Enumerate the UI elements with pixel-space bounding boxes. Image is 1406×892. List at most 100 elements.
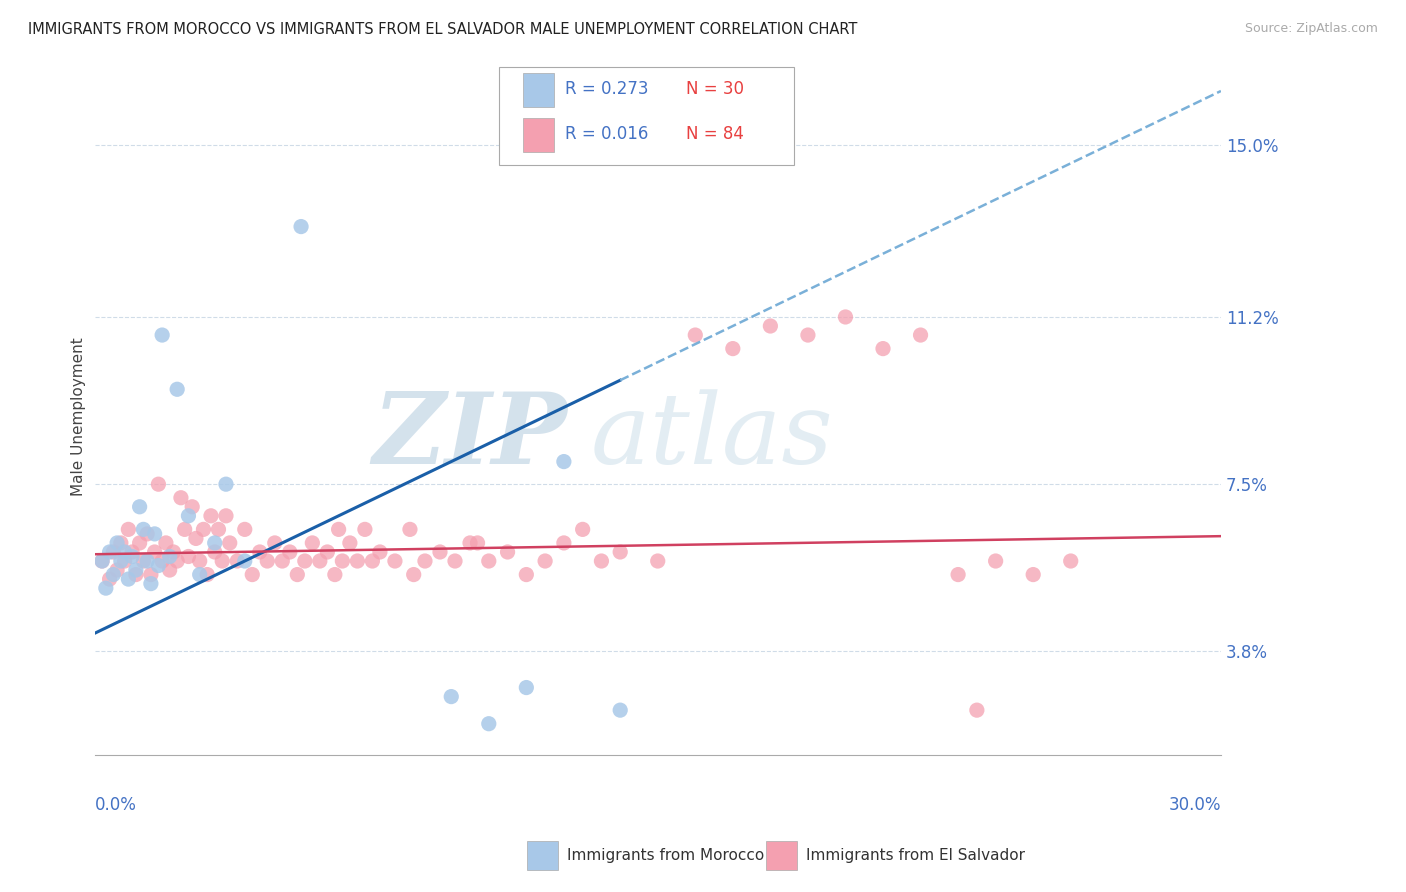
Point bbox=[128, 500, 150, 514]
Point bbox=[278, 545, 301, 559]
Point bbox=[148, 558, 170, 573]
Point bbox=[128, 536, 150, 550]
Point bbox=[148, 477, 170, 491]
Point bbox=[339, 536, 361, 550]
Point bbox=[323, 567, 346, 582]
Point bbox=[132, 554, 155, 568]
Point bbox=[103, 545, 125, 559]
Point bbox=[271, 554, 294, 568]
Point bbox=[346, 554, 368, 568]
Point bbox=[150, 554, 173, 568]
Point bbox=[188, 554, 211, 568]
Point bbox=[218, 536, 240, 550]
Point bbox=[534, 554, 557, 568]
Point bbox=[184, 532, 207, 546]
Point bbox=[105, 563, 128, 577]
Point bbox=[515, 567, 537, 582]
Point bbox=[240, 567, 263, 582]
Point bbox=[328, 522, 350, 536]
Point bbox=[478, 554, 501, 568]
Point bbox=[444, 554, 467, 568]
Point bbox=[316, 545, 339, 559]
Point bbox=[139, 567, 162, 582]
Text: Immigrants from El Salvador: Immigrants from El Salvador bbox=[806, 848, 1025, 863]
Point bbox=[368, 545, 391, 559]
Point bbox=[256, 554, 278, 568]
Point bbox=[110, 536, 132, 550]
Point bbox=[173, 522, 195, 536]
Point bbox=[215, 477, 238, 491]
Point bbox=[467, 536, 489, 550]
Point bbox=[685, 328, 707, 343]
Point bbox=[609, 545, 631, 559]
Text: 30.0%: 30.0% bbox=[1168, 796, 1220, 814]
Point bbox=[136, 527, 159, 541]
Point bbox=[114, 554, 136, 568]
Point bbox=[354, 522, 377, 536]
Point bbox=[834, 310, 856, 324]
Point bbox=[204, 545, 226, 559]
Point bbox=[125, 563, 148, 577]
Point bbox=[399, 522, 422, 536]
Point bbox=[1022, 567, 1045, 582]
Point bbox=[591, 554, 613, 568]
Point bbox=[249, 545, 271, 559]
Point bbox=[207, 522, 229, 536]
Point bbox=[301, 536, 323, 550]
Point bbox=[553, 536, 575, 550]
Point bbox=[139, 576, 162, 591]
Text: N = 84: N = 84 bbox=[686, 125, 744, 143]
Point bbox=[170, 491, 193, 505]
Point bbox=[285, 567, 308, 582]
Point bbox=[125, 567, 148, 582]
Point bbox=[121, 549, 143, 564]
Point bbox=[290, 219, 312, 234]
Point bbox=[966, 703, 988, 717]
Point bbox=[647, 554, 669, 568]
Y-axis label: Male Unemployment: Male Unemployment bbox=[72, 337, 86, 496]
Point bbox=[204, 536, 226, 550]
Point bbox=[308, 554, 330, 568]
Text: atlas: atlas bbox=[591, 389, 832, 484]
Point bbox=[233, 522, 256, 536]
Point bbox=[143, 545, 166, 559]
Point bbox=[110, 554, 132, 568]
Point bbox=[98, 572, 121, 586]
Point bbox=[177, 508, 200, 523]
Point bbox=[150, 328, 173, 343]
Point bbox=[181, 500, 204, 514]
Point bbox=[166, 382, 188, 396]
Text: N = 30: N = 30 bbox=[686, 80, 744, 98]
Point bbox=[117, 572, 139, 586]
Point bbox=[984, 554, 1007, 568]
Point bbox=[759, 318, 782, 333]
Point bbox=[177, 549, 200, 564]
Text: 0.0%: 0.0% bbox=[94, 796, 136, 814]
Point bbox=[361, 554, 384, 568]
Point bbox=[413, 554, 436, 568]
Point bbox=[159, 563, 181, 577]
Point bbox=[384, 554, 406, 568]
Point bbox=[200, 508, 222, 523]
Text: Immigrants from Morocco: Immigrants from Morocco bbox=[567, 848, 763, 863]
Text: ZIP: ZIP bbox=[373, 389, 568, 485]
Point bbox=[458, 536, 481, 550]
Point bbox=[478, 716, 501, 731]
Point bbox=[103, 567, 125, 582]
Point bbox=[117, 522, 139, 536]
Point bbox=[215, 508, 238, 523]
Point bbox=[91, 554, 114, 568]
Point bbox=[402, 567, 425, 582]
Point bbox=[440, 690, 463, 704]
Point bbox=[872, 342, 894, 356]
Point bbox=[294, 554, 316, 568]
Point bbox=[159, 549, 181, 564]
Point bbox=[263, 536, 285, 550]
Text: Source: ZipAtlas.com: Source: ZipAtlas.com bbox=[1244, 22, 1378, 36]
Point bbox=[132, 522, 155, 536]
Point bbox=[136, 554, 159, 568]
Point bbox=[114, 545, 136, 559]
Point bbox=[946, 567, 969, 582]
Point bbox=[193, 522, 215, 536]
Point bbox=[162, 545, 184, 559]
